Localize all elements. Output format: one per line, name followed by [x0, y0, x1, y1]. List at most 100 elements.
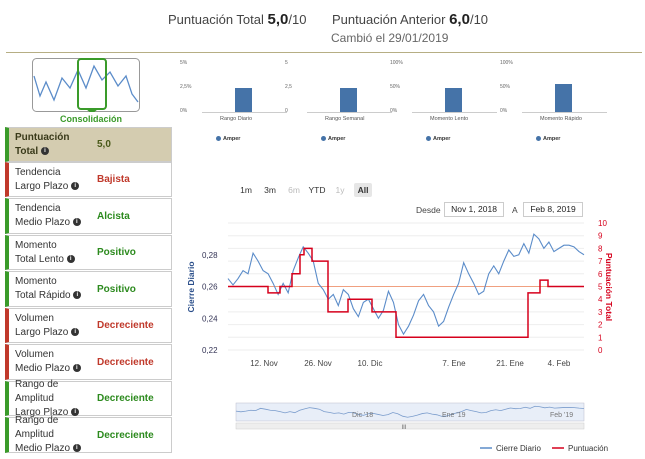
score-row: Volumen Medio Plazo i Decreciente [5, 344, 172, 380]
y2-tick-label: 10 [598, 219, 607, 228]
y-tick: 2,5 [285, 84, 292, 90]
navigator-label: Ene '19 [442, 412, 466, 419]
score-row: Tendencia Largo Plazo i Bajista [5, 162, 172, 197]
row-label: Momento Total Rápido i [9, 275, 95, 303]
from-label: Desde [416, 205, 441, 215]
y-tick: 0% [390, 108, 398, 114]
y2-tick-label: 0 [598, 346, 603, 355]
y-tick-label: 0,26 [202, 283, 218, 292]
range-button[interactable]: All [354, 183, 372, 197]
row-label: Volumen Medio Plazo i [9, 348, 95, 376]
score-row: Momento Total Rápido i Positivo [5, 271, 172, 307]
y2-tick-label: 8 [598, 244, 603, 253]
score-row: Rango de Amplitud Medio Plazo i Decrecient… [5, 415, 172, 454]
header-divider [6, 52, 642, 53]
y-tick: 0 [285, 108, 288, 114]
range-button[interactable]: 1y [335, 185, 345, 195]
navigator-label: Feb '19 [550, 412, 573, 419]
gauge-label: Consolidación [60, 114, 123, 124]
y2-tick-label: 6 [598, 270, 603, 279]
x-tick-label: 10. Dic [358, 359, 383, 368]
x-tick-label: 4. Feb [548, 359, 571, 368]
category-label: Rango Semanal [325, 116, 365, 122]
changed-date: Cambió el 29/01/2019 [331, 31, 449, 45]
range-button[interactable]: YTD [308, 185, 326, 195]
row-value: Positivo [97, 283, 136, 295]
score-row: Tendencia Medio Plazo i Alcista [5, 198, 172, 234]
y-tick-label: 0,22 [202, 346, 218, 355]
legend-score-label: Puntuación [568, 444, 608, 453]
row-label: Rango de Amplitud Largo Plazo i [9, 378, 95, 420]
y-tick: 2,5% [180, 84, 192, 90]
category-label: Momento Rápido [540, 116, 582, 122]
y-tick: 100% [390, 60, 403, 66]
y2-tick-label: 9 [598, 232, 603, 241]
info-icon[interactable]: i [66, 254, 75, 263]
range-button[interactable]: 3m [264, 185, 276, 195]
navigator-line [235, 405, 585, 418]
total-score: Puntuación Total 5,0/10 [168, 11, 307, 28]
navigator-window [235, 402, 585, 422]
row-value: 5,0 [97, 139, 111, 150]
category-label: Momento Lento [430, 116, 469, 122]
row-value: Decreciente [97, 393, 154, 404]
x-tick-label: 7. Ene [442, 359, 466, 368]
x-tick-label: 21. Ene [496, 359, 524, 368]
previous-score: Puntuación Anterior 6,0/10 [332, 11, 489, 28]
y2-tick-label: 4 [598, 295, 603, 304]
legend-item[interactable]: Amper [536, 136, 560, 142]
row-value: Decreciente [97, 429, 154, 441]
mini-bar-chart: 5% 2,5% 0% Rango Diario Amper [180, 60, 290, 142]
from-date-input[interactable]: Nov 1, 2018 [444, 202, 504, 217]
y2-axis-title: Puntuación Total [604, 253, 614, 321]
info-icon[interactable]: i [72, 218, 81, 227]
info-icon[interactable]: i [73, 291, 82, 300]
y2-tick-label: 3 [598, 308, 603, 317]
row-label: Tendencia Largo Plazo i [9, 166, 95, 194]
row-label: Momento Total Lento i [9, 239, 95, 267]
legend-item[interactable]: Amper [216, 136, 240, 142]
row-value: Alcista [97, 210, 130, 222]
axis-line [307, 112, 392, 113]
y-tick: 5% [180, 60, 188, 66]
legend-item[interactable]: Amper [321, 136, 345, 142]
score-row: Puntuación Total i 5,0 [5, 127, 172, 162]
info-icon[interactable]: i [40, 146, 49, 155]
scrollbar-grip: III [401, 425, 406, 431]
y2-tick-label: 2 [598, 321, 603, 330]
y-axis-title: Cierre Diario [186, 261, 196, 312]
y-tick: 50% [390, 84, 401, 90]
y-tick: 0% [180, 108, 188, 114]
info-icon[interactable]: i [71, 327, 80, 336]
info-icon[interactable]: i [72, 444, 81, 453]
range-button[interactable]: 1m [240, 185, 252, 195]
row-label: Tendencia Medio Plazo i [9, 202, 95, 230]
score-row: Volumen Largo Plazo i Decreciente [5, 308, 172, 343]
y-tick-label: 0,28 [202, 251, 218, 260]
y2-tick-label: 5 [598, 283, 603, 292]
category-label: Rango Diario [220, 116, 253, 122]
price-series-line [227, 233, 585, 336]
row-label: Puntuación Total i [15, 131, 70, 157]
axis-line [412, 112, 497, 113]
mini-bar [445, 88, 462, 112]
y-tick: 50% [500, 84, 511, 90]
mini-bar [340, 88, 357, 112]
mini-bar [555, 84, 572, 112]
row-label: Volumen Largo Plazo i [9, 312, 95, 340]
mini-bar [235, 88, 252, 112]
y2-tick-label: 1 [598, 333, 603, 342]
legend-item[interactable]: Amper [426, 136, 450, 142]
mini-bar-chart: 100% 50% 0% Momento Lento Amper [390, 60, 500, 142]
axis-line [522, 112, 607, 113]
row-value: Positivo [97, 247, 136, 258]
to-date-input[interactable]: Feb 8, 2019 [523, 202, 583, 217]
scrollbar [235, 422, 585, 430]
x-tick-label: 26. Nov [304, 359, 332, 368]
legend-price-label: Cierre Diario [496, 444, 541, 453]
row-value: Decreciente [97, 356, 154, 368]
range-button[interactable]: 6m [288, 185, 300, 195]
info-icon[interactable]: i [72, 364, 81, 373]
info-icon[interactable]: i [71, 407, 80, 416]
info-icon[interactable]: i [71, 181, 80, 190]
